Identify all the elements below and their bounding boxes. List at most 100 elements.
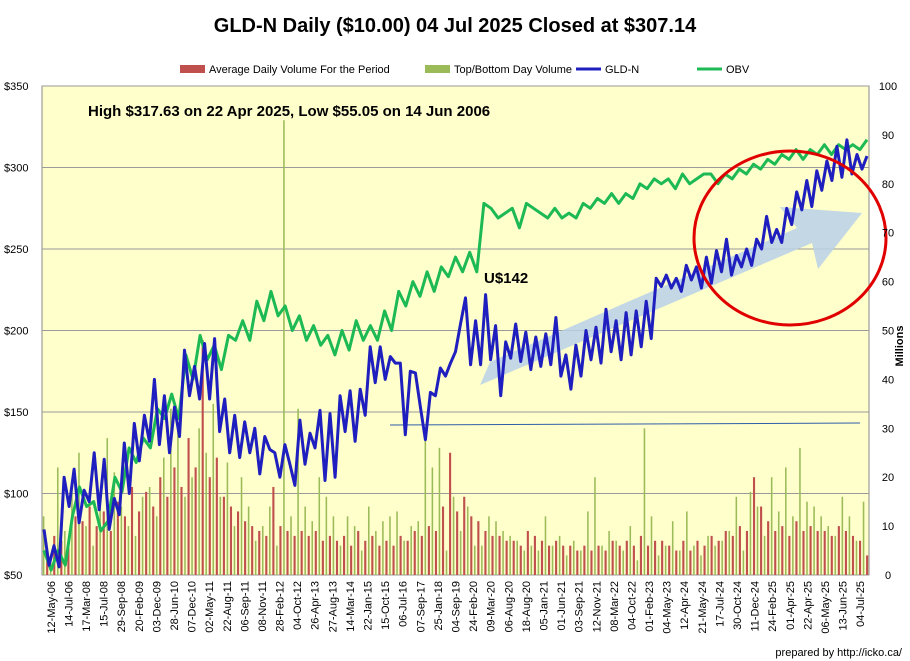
topbottom-volume-bar [813, 506, 815, 575]
topbottom-volume-bar [466, 506, 469, 575]
avg-volume-bar [682, 540, 685, 575]
topbottom-volume-bar [431, 467, 434, 575]
topbottom-volume-bar [92, 545, 94, 575]
topbottom-volume-bar [629, 526, 632, 575]
avg-volume-bar [385, 540, 388, 575]
x-tick-label: 06-Jul-16 [398, 581, 410, 627]
x-tick-label: 26-Apr-13 [310, 581, 322, 630]
avg-volume-bar [576, 550, 579, 575]
x-tick-label: 18-Aug-20 [521, 581, 533, 632]
x-tick-label: 27-Aug-13 [327, 581, 339, 632]
topbottom-volume-bar [184, 496, 186, 575]
topbottom-volume-bar [254, 540, 257, 575]
topbottom-volume-bar [834, 535, 837, 575]
topbottom-volume-bar [71, 486, 73, 575]
x-tick-label: 08-Mar-22 [609, 581, 621, 632]
x-tick-label: 15-Jul-08 [99, 581, 111, 627]
topbottom-volume-bar [516, 540, 518, 575]
topbottom-volume-bar [127, 526, 130, 575]
legend: Average Daily Volume For the Period Top/B… [180, 64, 750, 76]
x-tick-label: 20-Feb-09 [134, 581, 146, 632]
topbottom-volume-bar [325, 496, 328, 575]
topbottom-volume-bar [643, 428, 646, 575]
topbottom-volume-bar [587, 511, 589, 575]
x-tick-label: 22-Apr-25 [802, 581, 814, 630]
topbottom-volume-bar [777, 511, 780, 575]
avg-volume-bar [328, 535, 331, 575]
avg-volume-bar [74, 516, 77, 575]
topbottom-volume-bar [827, 526, 829, 575]
avg-volume-bar [562, 545, 565, 575]
avg-volume-bar [731, 535, 734, 575]
x-tick-label: 14-Jul-06 [63, 581, 75, 627]
x-tick-label: 09-Mar-20 [486, 581, 498, 632]
avg-volume-bar [696, 540, 699, 575]
avg-volume-bar [67, 545, 70, 575]
topbottom-volume-bar [452, 496, 455, 575]
topbottom-volume-bar [134, 535, 137, 575]
avg-volume-bar [138, 511, 141, 575]
x-tick-label: 01-Feb-23 [644, 581, 656, 632]
avg-volume-bar [654, 540, 657, 575]
topbottom-volume-bar [799, 447, 801, 575]
left-tick-label: $350 [4, 81, 28, 93]
topbottom-volume-bar [276, 545, 278, 575]
trend-arrow-shape [480, 207, 862, 385]
topbottom-volume-bar [311, 521, 314, 575]
right-axis-label: Millions [894, 326, 906, 367]
topbottom-volume-bar [650, 516, 653, 575]
avg-volume-bar [710, 535, 713, 575]
avg-volume-bar [767, 521, 770, 575]
x-tick-label: 11-Dec-24 [750, 581, 762, 632]
topbottom-volume-bar [424, 428, 427, 575]
avg-volume-bar [102, 511, 105, 575]
x-tick-label: 07-Sep-17 [415, 581, 427, 632]
topbottom-volume-bar [855, 540, 858, 575]
avg-volume-bar [335, 540, 339, 575]
x-tick-label: 17-Jul-24 [714, 581, 726, 627]
x-tick-label: 22-Aug-11 [222, 581, 234, 632]
left-tick-label: $100 [4, 489, 28, 501]
gld-series [42, 138, 869, 569]
topbottom-volume-bar [523, 550, 526, 575]
avg-volume-bar [88, 506, 91, 575]
x-tick-label: 03-Dec-09 [151, 581, 163, 632]
avg-volume-bar [159, 477, 162, 575]
topbottom-volume-bar [240, 477, 243, 575]
x-axis: 12-May-06 14-Jul-06 17-Mar-08 15-Jul-08 29-S… [46, 581, 867, 634]
topbottom-volume-bar [417, 521, 420, 575]
topbottom-volume-bar [389, 516, 391, 575]
legend-label: Average Daily Volume For the Period [209, 64, 390, 76]
topbottom-volume-bar [191, 477, 193, 575]
avg-volume-bar [413, 530, 416, 575]
topbottom-volume-bar [247, 506, 250, 575]
topbottom-volume-bar [495, 521, 497, 575]
avg-volume-bar [526, 530, 529, 575]
avg-volume-bar [646, 545, 650, 575]
x-tick-label: 28-Jun-10 [169, 581, 181, 631]
x-tick-label: 24-Feb-25 [767, 581, 779, 632]
topbottom-volume-bar [459, 530, 462, 575]
avg-volume-bar [837, 526, 840, 575]
topbottom-volume-bar [848, 516, 851, 575]
topbottom-volume-bar [290, 516, 292, 575]
level-annotation: U$142 [484, 270, 528, 287]
topbottom-volume-bar [693, 545, 695, 575]
avg-volume-bar [866, 555, 869, 575]
topbottom-volume-bar [707, 535, 709, 575]
topbottom-volume-bar [785, 467, 787, 575]
topbottom-volume-bar [297, 408, 299, 575]
avg-volume-bar [293, 535, 296, 575]
x-tick-label: 22-Jan-15 [363, 581, 375, 631]
topbottom-volume-bar [261, 526, 264, 575]
avg-volume-bar [717, 540, 720, 575]
topbottom-volume-bar [403, 540, 405, 575]
avg-volume-bar [229, 506, 233, 575]
x-tick-label: 04-May-23 [662, 581, 674, 634]
topbottom-volume-bar [283, 120, 285, 575]
x-tick-label: 06-Aug-20 [503, 581, 515, 632]
topbottom-volume-bar [353, 526, 356, 575]
avg-volume-bar [123, 516, 127, 575]
right-tick-label: 80 [882, 179, 894, 191]
avg-volume-bar [215, 457, 218, 575]
